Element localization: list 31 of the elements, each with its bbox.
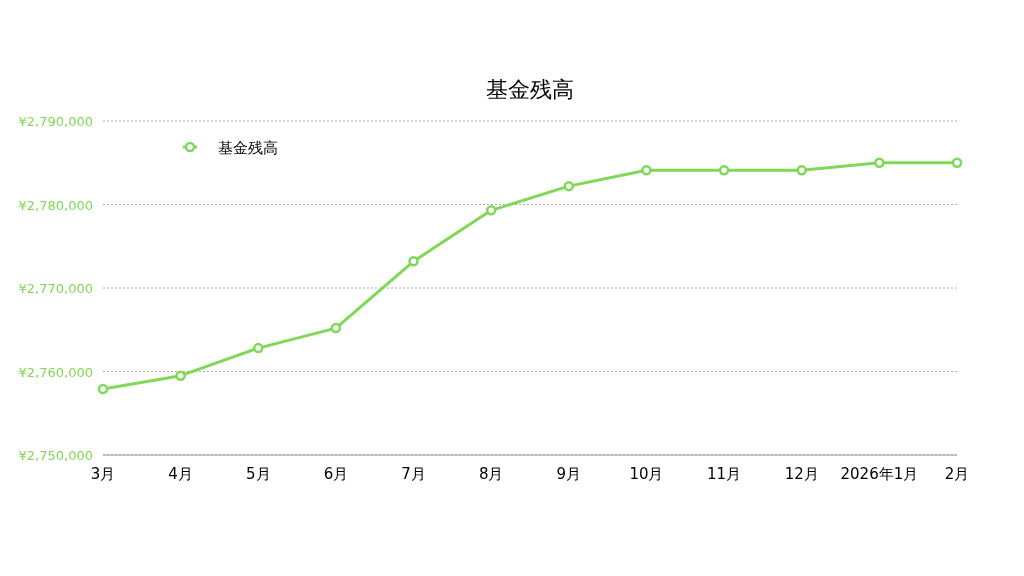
x-tick-label: 8月 <box>478 465 504 483</box>
y-tick-label: ¥2,790,000 <box>18 114 93 129</box>
x-tick-label: 5月 <box>246 465 271 483</box>
y-tick-label: ¥2,780,000 <box>18 197 93 213</box>
point <box>874 157 885 168</box>
legend-label: 基金残高 <box>218 139 278 157</box>
point <box>951 157 963 168</box>
x-tick-label: 11月 <box>707 465 742 483</box>
point <box>253 342 264 354</box>
point <box>641 165 652 176</box>
x-tick-label: 3月 <box>90 465 116 483</box>
x-tick-label: 4月 <box>168 465 193 483</box>
point <box>408 256 419 267</box>
y-tick-label: ¥2,750,000 <box>18 448 93 463</box>
x-tick-label: 7月 <box>401 465 426 483</box>
x-tick-label: 2月 <box>944 465 970 483</box>
point <box>485 205 497 216</box>
x-tick-label: 2026年1月 <box>840 465 919 483</box>
point <box>563 180 575 192</box>
x-tick-label: 10月 <box>629 465 664 483</box>
chart-title: 基金残高 <box>486 77 574 102</box>
point <box>718 165 730 176</box>
y-tick-label: ¥2,760,000 <box>18 364 93 380</box>
point <box>330 322 342 334</box>
point <box>97 383 109 395</box>
x-tick-label: 9月 <box>556 465 582 483</box>
point <box>175 370 186 381</box>
y-tick-label: ¥2,770,000 <box>18 281 93 296</box>
point <box>796 165 807 176</box>
x-tick-label: 12月 <box>784 465 819 483</box>
x-tick-label: 6月 <box>323 465 349 483</box>
